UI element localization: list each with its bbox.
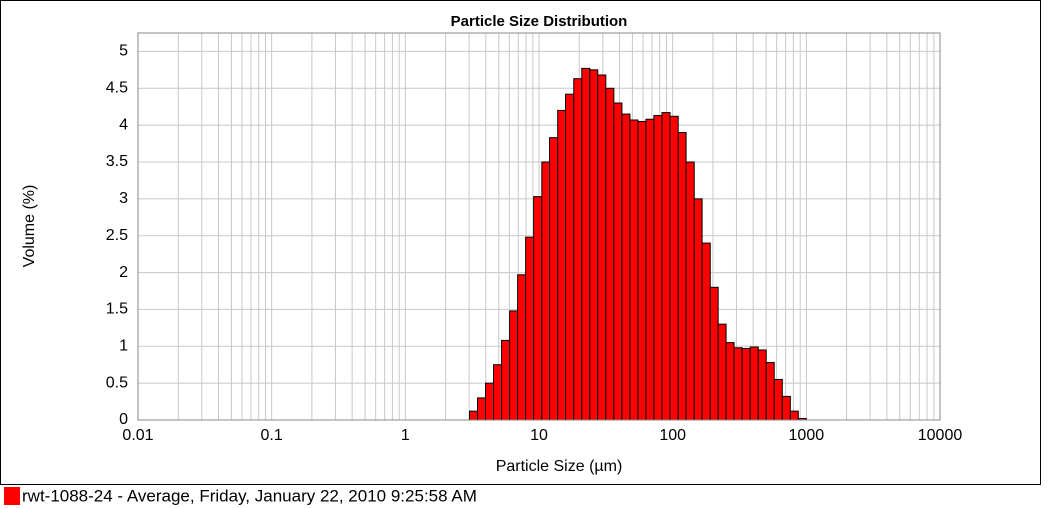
x-axis-label: Particle Size (µm) [496, 458, 623, 475]
bar [677, 132, 687, 421]
y-tick-label: 2.5 [106, 227, 128, 244]
bar [629, 119, 639, 421]
y-tick-label: 4.5 [106, 80, 128, 97]
bar [485, 382, 495, 421]
y-tick-label: 5 [119, 43, 128, 60]
bar [637, 120, 647, 421]
bar [501, 339, 511, 421]
bar [653, 115, 663, 421]
legend-label: rwt-1088-24 - Average, Friday, January 2… [22, 486, 477, 505]
bar [781, 395, 791, 421]
bar [573, 78, 583, 421]
bar [549, 137, 559, 421]
y-tick-label: 0 [119, 411, 128, 428]
bar [685, 161, 695, 421]
y-axis-label: Volume (%) [21, 185, 38, 268]
bar [645, 118, 655, 421]
x-tick-label: 1 [401, 427, 410, 444]
bar [621, 113, 631, 421]
chart-title: Particle Size Distribution [451, 13, 628, 30]
bar [565, 93, 575, 421]
y-tick-label: 3.5 [106, 153, 128, 170]
bar [525, 236, 535, 421]
x-tick-label: 10 [530, 427, 548, 444]
bar [701, 242, 711, 421]
bar [477, 397, 487, 421]
bar [613, 102, 623, 421]
title-bar [138, 12, 940, 33]
y-tick-label: 0.5 [106, 374, 128, 391]
bar [773, 378, 783, 421]
bar [509, 310, 519, 421]
bar [541, 161, 551, 421]
bar [533, 196, 543, 421]
bar [661, 112, 671, 421]
plot-frame [137, 32, 941, 421]
bar [468, 410, 479, 421]
bar [493, 364, 503, 421]
bar [589, 69, 599, 421]
bar [597, 74, 607, 421]
x-tick-label: 0.1 [261, 427, 283, 444]
bar [605, 87, 615, 421]
y-tick-label: 1 [119, 338, 128, 355]
x-tick-label: 10000 [918, 427, 963, 444]
bar [733, 347, 743, 421]
bar [709, 286, 719, 421]
bar [581, 67, 591, 421]
bar [765, 362, 775, 421]
x-tick-label: 100 [659, 427, 686, 444]
x-tick-label: 0.01 [122, 427, 153, 444]
y-tick-label: 2 [119, 264, 128, 281]
bar [669, 115, 679, 421]
bar [517, 274, 527, 421]
bar [725, 342, 735, 421]
y-tick-label: 3 [119, 190, 128, 207]
bar [693, 198, 703, 421]
bar [741, 347, 751, 421]
bar [749, 346, 759, 421]
bar [557, 109, 567, 421]
legend-swatch [4, 487, 20, 505]
y-tick-label: 1.5 [106, 301, 128, 318]
bar [789, 410, 799, 421]
bar [757, 349, 767, 421]
bar [717, 323, 727, 421]
y-tick-label: 4 [119, 116, 128, 133]
x-tick-label: 1000 [789, 427, 825, 444]
